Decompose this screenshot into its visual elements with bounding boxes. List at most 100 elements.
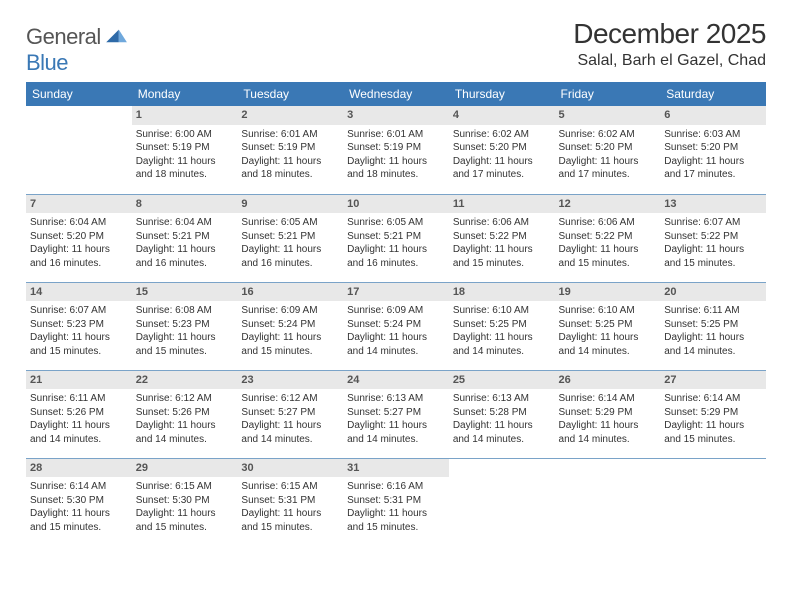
day-number: 27: [660, 371, 766, 390]
calendar-row: 1 Sunrise: 6:00 AM Sunset: 5:19 PM Daylight…: [26, 106, 766, 194]
location-text: Salal, Barh el Gazel, Chad: [573, 52, 766, 70]
sunrise-text: Sunrise: 6:12 AM: [241, 392, 339, 406]
calendar-cell: 4Sunrise: 6:02 AMSunset: 5:20 PMDaylight…: [449, 106, 555, 194]
day-number: 14: [26, 283, 132, 302]
day-number: 17: [343, 283, 449, 302]
daylight-text: Daylight: 11 hours and 15 minutes.: [664, 419, 762, 446]
dow-tue: Tuesday: [237, 82, 343, 106]
sunset-text: Sunset: 5:23 PM: [136, 318, 234, 332]
sunrise-text: Sunrise: 6:16 AM: [347, 480, 445, 494]
day-number: 28: [26, 459, 132, 478]
cell-body: Sunrise: 6:08 AMSunset: 5:23 PMDaylight:…: [136, 304, 234, 358]
calendar-cell: 24Sunrise: 6:13 AMSunset: 5:27 PMDayligh…: [343, 370, 449, 458]
sunset-text: Sunset: 5:24 PM: [241, 318, 339, 332]
calendar-body: 1 Sunrise: 6:00 AM Sunset: 5:19 PM Daylight…: [26, 106, 766, 546]
day-number: 19: [555, 283, 661, 302]
sunset-text: Sunset: 5:29 PM: [559, 406, 657, 420]
cell-body: Sunrise: 6:11 AMSunset: 5:26 PMDaylight:…: [30, 392, 128, 446]
calendar-cell: 14 Sunrise: 6:07 AMSunset: 5:23 PMDayligh…: [26, 282, 132, 370]
sunrise-text: Sunrise: 6:12 AM: [136, 392, 234, 406]
sunrise-text: Sunrise: 6:07 AM: [664, 216, 762, 230]
calendar-cell: 21Sunrise: 6:11 AMSunset: 5:26 PMDayligh…: [26, 370, 132, 458]
calendar-cell: 25 Sunrise: 6:13 AMSunset: 5:28 PMDayligh…: [449, 370, 555, 458]
cell-body: Sunrise: 6:12 AMSunset: 5:26 PMDaylight:…: [136, 392, 234, 446]
sunset-text: Sunset: 5:30 PM: [30, 494, 128, 508]
calendar-cell: 22 Sunrise: 6:12 AMSunset: 5:26 PMDayligh…: [132, 370, 238, 458]
cell-body: Sunrise: 6:03 AMSunset: 5:20 PMDaylight:…: [664, 128, 762, 182]
daylight-text: Daylight: 11 hours and 15 minutes.: [241, 507, 339, 534]
sunset-text: Sunset: 5:19 PM: [241, 141, 339, 155]
calendar-cell: 5Sunrise: 6:02 AMSunset: 5:20 PMDaylight…: [555, 106, 661, 194]
calendar-row: 14 Sunrise: 6:07 AMSunset: 5:23 PMDayligh…: [26, 282, 766, 370]
calendar-cell: [449, 458, 555, 546]
calendar-page: General Blue December 2025 Salal, Barh e…: [0, 0, 792, 612]
sunset-text: Sunset: 5:21 PM: [347, 230, 445, 244]
cell-body: Sunrise: 6:07 AMSunset: 5:23 PMDaylight:…: [30, 304, 128, 358]
brand-logo: General Blue: [26, 18, 128, 76]
day-number: 22: [132, 371, 238, 390]
sunset-text: Sunset: 5:22 PM: [559, 230, 657, 244]
sunrise-text: Sunrise: 6:00 AM: [136, 128, 234, 142]
day-number: 8: [132, 195, 238, 214]
day-number: 25: [449, 371, 555, 390]
sunrise-text: Sunrise: 6:10 AM: [559, 304, 657, 318]
daylight-text: Daylight: 11 hours and 14 minutes.: [664, 331, 762, 358]
day-number: 5: [555, 106, 661, 125]
calendar-cell: 1Sunrise: 6:00 AMSunset: 5:19 PMDaylight…: [132, 106, 238, 194]
sunset-text: Sunset: 5:22 PM: [453, 230, 551, 244]
brand-text: General Blue: [26, 24, 128, 76]
sunrise-text: Sunrise: 6:04 AM: [136, 216, 234, 230]
sunrise-text: Sunrise: 6:14 AM: [664, 392, 762, 406]
daylight-text: Daylight: 11 hours and 14 minutes.: [453, 419, 551, 446]
sunset-text: Sunset: 5:28 PM: [453, 406, 551, 420]
dow-fri: Friday: [555, 82, 661, 106]
calendar-head: Sunday Monday Tuesday Wednesday Thursday…: [26, 82, 766, 106]
sunrise-text: Sunrise: 6:13 AM: [453, 392, 551, 406]
sunset-text: Sunset: 5:26 PM: [136, 406, 234, 420]
daylight-text: Daylight: 11 hours and 18 minutes.: [347, 155, 445, 182]
sunset-text: Sunset: 5:31 PM: [241, 494, 339, 508]
sunrise-text: Sunrise: 6:11 AM: [664, 304, 762, 318]
cell-body: Sunrise: 6:07 AMSunset: 5:22 PMDaylight:…: [664, 216, 762, 270]
day-number: 16: [237, 283, 343, 302]
day-number: 29: [132, 459, 238, 478]
calendar-cell: 28Sunrise: 6:14 AMSunset: 5:30 PMDayligh…: [26, 458, 132, 546]
sunset-text: Sunset: 5:30 PM: [136, 494, 234, 508]
calendar-cell: 23Sunrise: 6:12 AMSunset: 5:27 PMDayligh…: [237, 370, 343, 458]
sunrise-text: Sunrise: 6:06 AM: [559, 216, 657, 230]
sunset-text: Sunset: 5:22 PM: [664, 230, 762, 244]
calendar-cell: 26Sunrise: 6:14 AMSunset: 5:29 PMDayligh…: [555, 370, 661, 458]
calendar-cell: 7Sunrise: 6:04 AMSunset: 5:20 PMDaylight…: [26, 194, 132, 282]
day-number: 1: [132, 106, 238, 125]
cell-body: Sunrise: 6:15 AMSunset: 5:31 PMDaylight:…: [241, 480, 339, 534]
sunrise-text: Sunrise: 6:05 AM: [347, 216, 445, 230]
day-number: 9: [237, 195, 343, 214]
dow-row: Sunday Monday Tuesday Wednesday Thursday…: [26, 82, 766, 106]
daylight-text: Daylight: 11 hours and 15 minutes.: [347, 507, 445, 534]
cell-body: Sunrise: 6:04 AMSunset: 5:20 PMDaylight:…: [30, 216, 128, 270]
sunrise-text: Sunrise: 6:08 AM: [136, 304, 234, 318]
daylight-text: Daylight: 11 hours and 16 minutes.: [30, 243, 128, 270]
day-number: 4: [449, 106, 555, 125]
daylight-text: Daylight: 11 hours and 15 minutes.: [559, 243, 657, 270]
daylight-text: Daylight: 11 hours and 14 minutes.: [559, 419, 657, 446]
daylight-text: Daylight: 11 hours and 15 minutes.: [30, 507, 128, 534]
cell-body: Sunrise: 6:06 AMSunset: 5:22 PMDaylight:…: [559, 216, 657, 270]
cell-body: Sunrise: 6:10 AMSunset: 5:25 PMDaylight:…: [453, 304, 551, 358]
cell-body: Sunrise: 6:16 AMSunset: 5:31 PMDaylight:…: [347, 480, 445, 534]
cell-body: Sunrise: 6:14 AMSunset: 5:29 PMDaylight:…: [664, 392, 762, 446]
calendar-cell: 31 Sunrise: 6:16 AMSunset: 5:31 PMDayligh…: [343, 458, 449, 546]
sunset-text: Sunset: 5:21 PM: [136, 230, 234, 244]
day-number: 31: [343, 459, 449, 478]
sunset-text: Sunset: 5:29 PM: [664, 406, 762, 420]
title-block: December 2025 Salal, Barh el Gazel, Chad: [573, 18, 766, 70]
daylight-text: Daylight: 11 hours and 17 minutes.: [664, 155, 762, 182]
daylight-text: Daylight: 11 hours and 14 minutes.: [347, 331, 445, 358]
cell-body: Sunrise: 6:13 AMSunset: 5:28 PMDaylight:…: [453, 392, 551, 446]
cell-body: Sunrise: 6:05 AMSunset: 5:21 PMDaylight:…: [347, 216, 445, 270]
sunrise-text: Sunrise: 6:09 AM: [347, 304, 445, 318]
calendar-cell: 10Sunrise: 6:05 AMSunset: 5:21 PMDayligh…: [343, 194, 449, 282]
cell-body: Sunrise: 6:05 AMSunset: 5:21 PMDaylight:…: [241, 216, 339, 270]
sunset-text: Sunset: 5:20 PM: [453, 141, 551, 155]
sunset-text: Sunset: 5:20 PM: [664, 141, 762, 155]
